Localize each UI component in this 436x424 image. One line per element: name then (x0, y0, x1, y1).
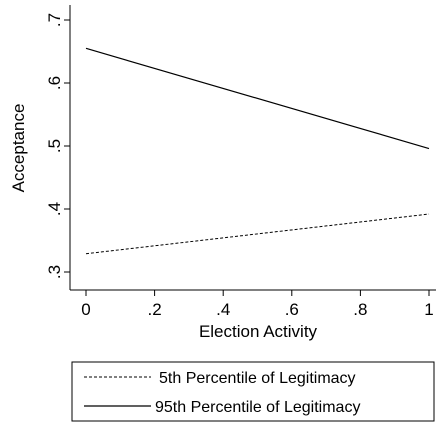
x-tick-label: 0 (81, 300, 90, 319)
x-axis: 0 .2 .4 .6 .8 1 (70, 289, 436, 319)
y-axis-title: Acceptance (9, 104, 28, 193)
legend-box (71, 361, 435, 422)
legend-entry: 5th Percentile of Legitimacy (84, 370, 356, 387)
plot-area (85, 47, 430, 255)
legend-label: 95th Percentile of Legitimacy (155, 399, 360, 416)
y-tick-label: .4 (45, 202, 64, 216)
series-line (85, 47, 430, 150)
x-tick-label: .6 (285, 300, 299, 319)
x-tick-label: 1 (424, 300, 433, 319)
y-tick-label: .7 (45, 13, 64, 27)
legend-label: 5th Percentile of Legitimacy (159, 370, 356, 387)
x-tick-label: .8 (353, 300, 367, 319)
legend: 5th Percentile of Legitimacy 95th Percen… (71, 361, 435, 422)
legend-entry: 95th Percentile of Legitimacy (84, 399, 360, 416)
x-tick-label: .2 (148, 300, 162, 319)
y-axis: .3 .4 .5 .6 .7 (45, 5, 71, 290)
x-tick-label: .4 (216, 300, 230, 319)
x-axis-title: Election Activity (199, 322, 318, 341)
series-line (85, 213, 430, 255)
y-tick-label: .5 (45, 139, 64, 153)
y-tick-label: .3 (45, 265, 64, 279)
y-tick-label: .6 (45, 76, 64, 90)
